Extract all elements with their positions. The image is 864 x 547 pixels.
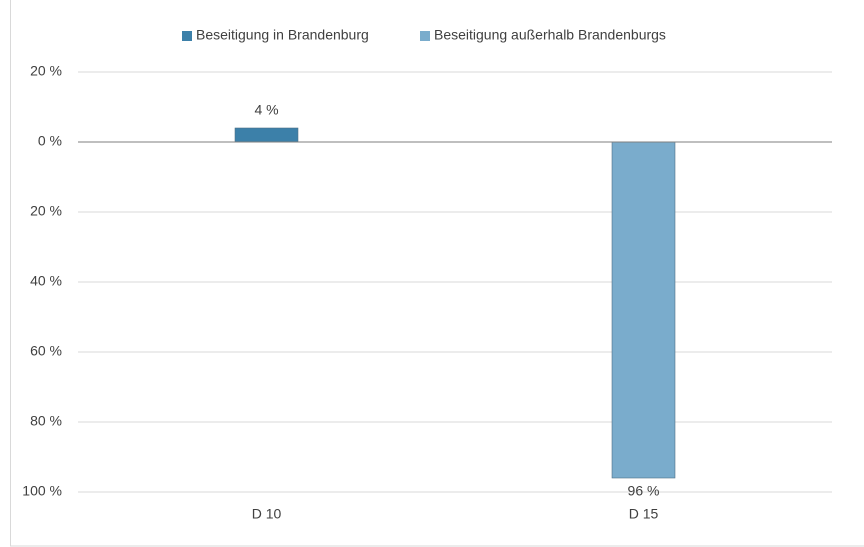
legend-label: Beseitigung außerhalb Brandenburgs bbox=[434, 27, 666, 43]
x-tick-label: D 15 bbox=[629, 506, 659, 522]
data-label: 96 % bbox=[628, 483, 660, 499]
y-tick-label: 0 % bbox=[38, 133, 62, 149]
y-tick-label: 20 % bbox=[30, 203, 62, 219]
data-label: 4 % bbox=[254, 102, 278, 118]
chart-border bbox=[10, 0, 864, 547]
y-tick-label: 20 % bbox=[30, 63, 62, 79]
y-tick-label: 40 % bbox=[30, 273, 62, 289]
legend-swatch bbox=[182, 31, 192, 41]
y-tick-label: 60 % bbox=[30, 343, 62, 359]
x-tick-label: D 10 bbox=[252, 506, 282, 522]
y-tick-label: 80 % bbox=[30, 413, 62, 429]
legend-label: Beseitigung in Brandenburg bbox=[196, 27, 369, 43]
legend-swatch bbox=[420, 31, 430, 41]
y-tick-label: 100 % bbox=[22, 483, 62, 499]
bar bbox=[234, 127, 299, 143]
bar bbox=[611, 141, 676, 479]
